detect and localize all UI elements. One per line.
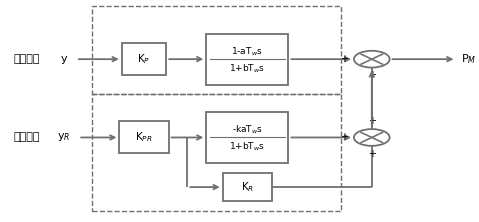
FancyBboxPatch shape — [206, 34, 288, 85]
FancyBboxPatch shape — [122, 43, 166, 75]
Text: +: + — [368, 70, 376, 80]
Text: y: y — [61, 54, 68, 64]
FancyBboxPatch shape — [206, 112, 288, 163]
Text: 1+bT$_{w}$s: 1+bT$_{w}$s — [229, 62, 265, 75]
Text: y$_{R}$: y$_{R}$ — [57, 131, 71, 143]
Text: +: + — [368, 149, 376, 159]
FancyBboxPatch shape — [223, 173, 272, 201]
Text: +: + — [340, 133, 348, 143]
Text: 桨叶环节: 桨叶环节 — [13, 133, 40, 143]
Text: K$_{PR}$: K$_{PR}$ — [135, 131, 153, 144]
Text: 1+bT$_{w}$s: 1+bT$_{w}$s — [229, 140, 265, 153]
FancyBboxPatch shape — [119, 121, 169, 153]
Text: P$_{M}$: P$_{M}$ — [461, 52, 476, 66]
Text: K$_{R}$: K$_{R}$ — [240, 180, 254, 194]
Text: -kaT$_{w}$s: -kaT$_{w}$s — [232, 124, 263, 136]
Text: K$_{P}$: K$_{P}$ — [137, 52, 150, 66]
Text: 导叶环节: 导叶环节 — [13, 54, 40, 64]
Text: 1-aT$_{w}$s: 1-aT$_{w}$s — [231, 45, 263, 58]
Text: +: + — [340, 54, 348, 64]
Text: +: + — [368, 116, 376, 126]
